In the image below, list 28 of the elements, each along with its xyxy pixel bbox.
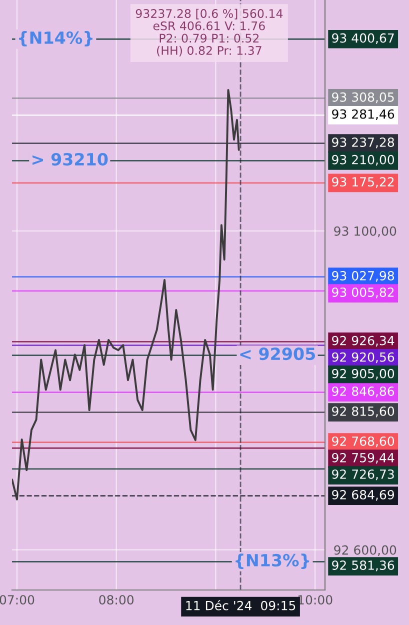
ref-line-label: 93 175,22 (332, 177, 394, 188)
ref-line-label: 11 Déc '24 09:15 (186, 600, 296, 610)
annotation: 93237.28 [0.6 %] 560.14 eSR 406.61 V: 1.76 P2: 0.79 P1: 0.52 (HH) 0.82 Pr: 1.37 (136, 8, 283, 56)
ref-line-label: 93 400,67 (332, 33, 394, 44)
y-tick-label: 93 100,00 (334, 226, 396, 238)
ref-line-label: 93 281,46 (332, 109, 394, 120)
ref-line-label: 92 759,44 (332, 452, 394, 464)
x-tick-label: 07:00 (0, 595, 34, 605)
ref-line-label: 93 027,98 (332, 271, 394, 282)
ref-line-label: 92 846,86 (332, 386, 394, 398)
ref-line-label: 92 905,00 (332, 368, 394, 380)
ref-line-label: 92 768,60 (332, 436, 394, 448)
annotation: {N13%} (236, 554, 310, 570)
annotation: {N14%} (19, 31, 92, 46)
y-tick-label: 92 600,00 (334, 545, 396, 556)
ref-line-label: 93 210,00 (332, 154, 394, 166)
ref-line-label: 93 005,82 (332, 288, 394, 298)
annotation: < 92905 (240, 348, 316, 360)
ref-line-label: 93 237,28 (332, 138, 394, 148)
x-tick-label: 08:00 (99, 595, 134, 605)
ref-line-label: 92 920,56 (332, 352, 394, 364)
ref-line-label: 92 926,34 (332, 336, 394, 347)
ref-line-label: 92 684,69 (332, 490, 394, 501)
ref-line-label: 93 308,05 (332, 92, 394, 104)
ref-line-label: 92 726,73 (332, 469, 394, 480)
ref-line-label: 92 815,60 (332, 406, 394, 418)
annotation: > 93210 (32, 152, 108, 166)
ref-line-label: 92 581,36 (332, 560, 394, 572)
